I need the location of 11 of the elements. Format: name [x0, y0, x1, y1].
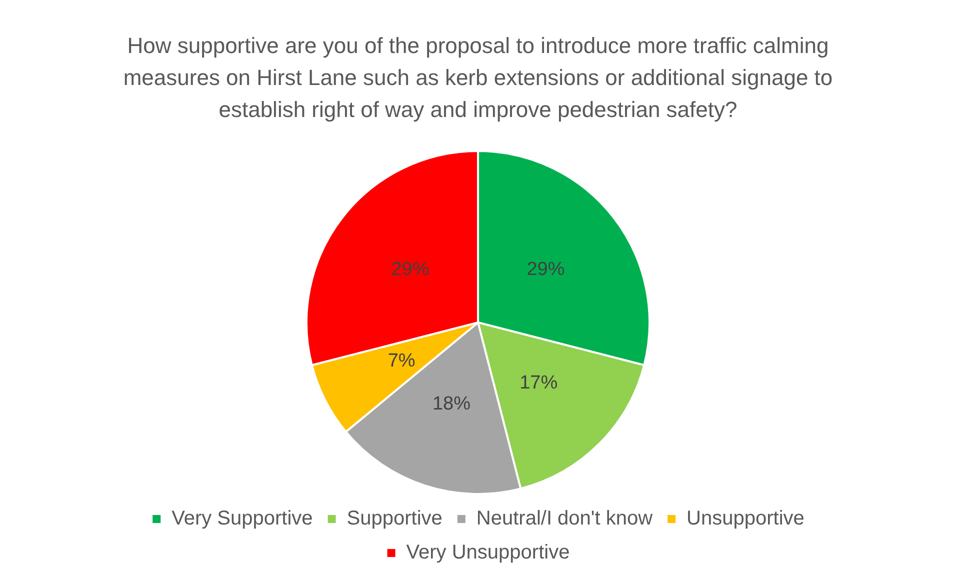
chart-title: How supportive are you of the proposal to introduce more traffic calming measures on Hirst Lane such as kerb extensions or additional signage to establish right of way and improve pedestrian safety? [122, 32, 834, 124]
data-label: 18% [432, 393, 471, 414]
legend-label: Very Unsupportive [406, 542, 570, 564]
data-label: 29% [526, 259, 565, 280]
data-label: 7% [388, 350, 416, 372]
legend-label: Supportive [346, 508, 442, 530]
legend-label: Very Supportive [172, 508, 313, 530]
data-label: 17% [520, 372, 558, 394]
legend-label: Neutral/I don't know [476, 508, 654, 530]
legend-label: Unsupportive [686, 508, 804, 530]
data-label: 29% [391, 259, 430, 280]
